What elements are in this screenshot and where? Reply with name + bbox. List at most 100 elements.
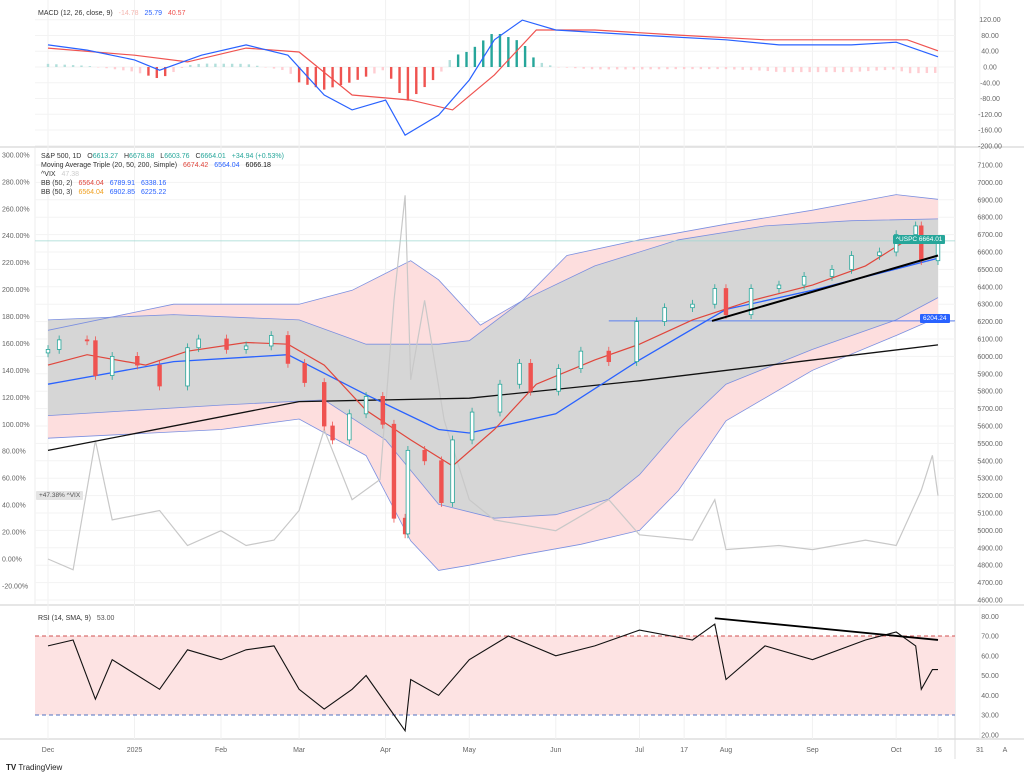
percent-tick-label: 20.00%: [2, 530, 26, 537]
macd-histogram-bar: [716, 67, 719, 70]
macd-line: [47, 19, 939, 137]
price-tick-label: 6800.00: [977, 215, 1002, 222]
auto-scale-button[interactable]: A: [1003, 747, 1008, 754]
price-tick-label: 6500.00: [977, 267, 1002, 274]
percent-tick-label: 140.00%: [2, 368, 30, 375]
candle-body: [776, 284, 782, 289]
macd-histogram-bar: [482, 40, 485, 67]
percent-tick-label: 220.00%: [2, 260, 30, 267]
price-tick-label: 6200.00: [977, 319, 1002, 326]
macd-histogram-bar: [800, 67, 803, 73]
macd-histogram-bar: [364, 67, 368, 77]
macd-histogram-bar: [105, 67, 108, 69]
macd-histogram-bar: [858, 67, 862, 72]
candle-body: [578, 350, 584, 369]
macd-histogram-bar: [590, 67, 594, 70]
macd-histogram-bar: [624, 67, 627, 70]
macd-histogram-bar: [532, 57, 535, 67]
vix-scale-tag: +47.38% ^VIX: [36, 491, 84, 500]
percent-tick-label: 180.00%: [2, 314, 30, 321]
candle-body: [422, 449, 427, 462]
tradingview-logo-icon: TV: [6, 763, 17, 772]
price-tick-label: 4800.00: [977, 563, 1002, 570]
candle-body: [801, 275, 807, 286]
macd-histogram-bar: [97, 67, 100, 68]
candle-body: [439, 460, 444, 503]
candle-body: [517, 362, 522, 385]
macd-tick-label: 120.00: [979, 17, 1001, 24]
macd-histogram-bar: [699, 67, 703, 70]
macd-histogram-bar: [456, 54, 460, 67]
bb3-basis: 6564.04: [78, 189, 104, 196]
price-tick-label: 5400.00: [977, 458, 1002, 465]
price-tick-label: 5800.00: [977, 389, 1002, 396]
ma-title: Moving Average Triple (20, 50, 200, Simp…: [41, 162, 178, 169]
candle-body: [497, 383, 503, 413]
price-tick-label: 5500.00: [977, 441, 1002, 448]
vix-tag-value: +47.38%: [39, 492, 65, 499]
macd-histogram-bar: [808, 67, 811, 73]
price-tick-label: 5900.00: [977, 371, 1002, 378]
macd-histogram-bar: [423, 67, 426, 88]
macd-tick-label: -80.00: [980, 96, 1000, 103]
rsi-tick-label: 30.00: [981, 713, 999, 720]
bb2-upper-line: [47, 218, 939, 345]
candle-body: [196, 338, 201, 349]
symbol-title: S&P 500, 1D: [41, 153, 82, 160]
time-tick-label: 16: [934, 747, 942, 754]
close-value: 6664.01: [200, 153, 226, 160]
macd-histogram-bar: [892, 67, 895, 70]
macd-tick-label: -200.00: [978, 143, 1002, 150]
macd-histogram-bar: [80, 65, 83, 67]
candle-body: [363, 396, 369, 415]
rsi-band-fill: [35, 636, 955, 715]
candle-body: [157, 364, 162, 387]
macd-histogram-bar: [900, 67, 903, 72]
macd-histogram-bar: [841, 67, 845, 73]
macd-tick-label: 80.00: [981, 33, 999, 40]
time-tick-label: Dec: [42, 747, 55, 754]
percent-tick-label: 40.00%: [2, 503, 26, 510]
tradingview-logo[interactable]: TV TradingView: [6, 763, 62, 772]
macd-histogram-bar: [523, 45, 527, 67]
macd-histogram-bar: [163, 67, 167, 77]
candle-body: [913, 225, 918, 235]
macd-histogram-bar: [557, 67, 560, 68]
rsi-tick-label: 50.00: [981, 673, 999, 680]
price-tick-label: 7000.00: [977, 180, 1002, 187]
candle-body: [723, 288, 729, 316]
price-tick-label: 5300.00: [977, 476, 1002, 483]
macd-tick-label: -40.00: [980, 80, 1000, 87]
macd-histogram-bar: [565, 67, 569, 68]
candle-body: [380, 396, 385, 425]
percent-tick-label: 100.00%: [2, 422, 30, 429]
candle-body: [450, 439, 455, 503]
macd-histogram-bar: [632, 67, 636, 70]
macd-histogram-bar: [749, 67, 753, 71]
macd-histogram-bar: [934, 67, 937, 73]
horizontal-level-tag: 6204.24: [920, 314, 950, 323]
macd-histogram-bar: [490, 34, 493, 67]
macd-histogram-bar: [323, 67, 326, 90]
candle-body: [556, 368, 561, 392]
macd-histogram-bar: [113, 67, 117, 70]
macd-histogram-bar: [415, 67, 418, 95]
time-tick-label: Apr: [380, 747, 392, 754]
macd-histogram-bar: [373, 67, 376, 74]
macd-histogram-bar: [657, 67, 661, 70]
macd-legend: MACD (12, 26, close, 9) -14.78 25.79 40.…: [38, 9, 189, 18]
macd-histogram-bar: [574, 67, 577, 69]
macd-histogram-bar: [758, 67, 761, 71]
candle-body: [877, 251, 882, 256]
macd-histogram-bar: [465, 51, 468, 67]
high-value: 6678.88: [129, 153, 155, 160]
macd-histogram-bar: [172, 67, 175, 73]
macd-histogram-bar: [867, 67, 870, 72]
macd-histogram-bar: [507, 37, 510, 67]
candle-body: [712, 288, 718, 305]
macd-tick-label: -120.00: [978, 112, 1002, 119]
macd-histogram-bar: [406, 67, 410, 101]
time-tick-label: 17: [680, 747, 688, 754]
candle-body: [606, 350, 611, 363]
